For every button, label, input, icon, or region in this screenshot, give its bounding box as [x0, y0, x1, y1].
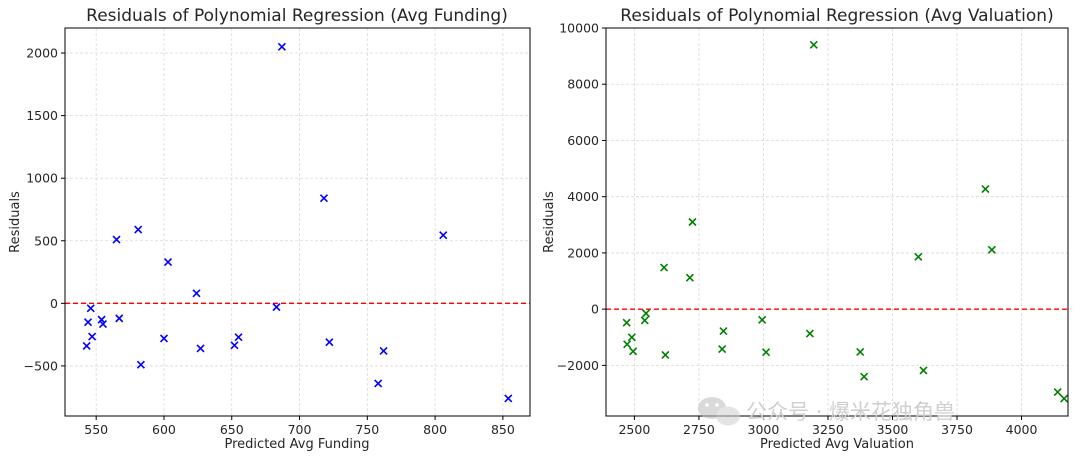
- data-point: [688, 217, 697, 227]
- y-tick-label: −2000: [557, 358, 599, 373]
- data-point: [685, 273, 694, 282]
- data-point: [504, 394, 513, 403]
- data-point: [86, 304, 95, 313]
- y-ticks: −2000 0 2000 4000 6000 8000 10000: [557, 21, 606, 373]
- axes-frame: [64, 27, 531, 417]
- data-point: [272, 303, 281, 312]
- data-point: [627, 333, 636, 342]
- x-tick-label: 3750: [941, 422, 973, 437]
- data-point: [234, 333, 243, 342]
- data-point: [325, 338, 334, 347]
- chart-avg-valuation: 2500 2750 3000 3250 3500 3750 4000 −2000 0 2000 4…: [542, 6, 1069, 452]
- x-tick-label: 2750: [683, 422, 715, 437]
- watermark: 公众号 · 爆米花独角兽: [698, 397, 955, 426]
- data-point: [163, 257, 173, 267]
- data-point: [914, 252, 923, 261]
- data-point: [115, 314, 124, 323]
- data-point: [981, 185, 990, 194]
- y-tick-label: 1500: [26, 108, 58, 123]
- x-tick-label: 650: [220, 422, 244, 437]
- y-tick-label: 0: [591, 302, 599, 317]
- x-tick-label: 550: [84, 422, 108, 437]
- data-point: [758, 315, 767, 324]
- x-tick-label: 3250: [812, 422, 844, 437]
- data-point: [661, 350, 670, 360]
- y-tick-label: −500: [24, 358, 58, 373]
- y-tick-label: 0: [50, 296, 58, 311]
- y-tick-label: 1000: [26, 171, 58, 186]
- data-point: [641, 309, 651, 318]
- data-point: [230, 341, 239, 350]
- data-point: [860, 372, 869, 381]
- data-point: [439, 231, 448, 240]
- watermark-text: 公众号 · 爆米花独角兽: [746, 400, 955, 424]
- y-tick-label: 8000: [567, 77, 599, 92]
- data-point: [112, 235, 121, 244]
- data-point: [134, 225, 143, 234]
- x-tick-label: 700: [288, 422, 312, 437]
- x-tick-label: 4000: [1006, 422, 1038, 437]
- x-tick-label: 3000: [748, 422, 780, 437]
- x-tick-label: 750: [355, 422, 379, 437]
- x-axis-label: Predicted Avg Valuation: [760, 437, 914, 452]
- plot-area: [606, 28, 1068, 416]
- y-tick-label: 2000: [567, 245, 599, 260]
- data-point: [136, 360, 145, 369]
- data-point: [374, 379, 383, 388]
- y-tick-label: 500: [34, 233, 58, 248]
- y-axis-label: Residuals: [542, 191, 557, 253]
- data-point: [856, 347, 865, 356]
- y-tick-label: 4000: [567, 189, 599, 204]
- x-tick-label: 2500: [618, 422, 650, 437]
- data-point: [159, 334, 169, 343]
- x-tick-label: 600: [152, 422, 176, 437]
- wechat-icon: [698, 397, 740, 426]
- data-point: [277, 42, 286, 51]
- data-point: [919, 366, 928, 375]
- data-point: [660, 263, 669, 272]
- y-axis-label: Residuals: [8, 191, 23, 253]
- data-point: [319, 194, 329, 203]
- y-tick-label: 6000: [567, 133, 599, 148]
- chart-title: Residuals of Polynomial Regression (Avg …: [86, 6, 508, 26]
- data-point: [379, 346, 388, 355]
- data-point: [192, 289, 201, 298]
- data-point: [1053, 388, 1062, 397]
- data-point: [83, 318, 93, 327]
- data-point: [718, 345, 727, 354]
- data-points: [82, 42, 513, 403]
- chart-avg-funding: 550 600 650 700 750 800 850 −500 0 500 1000 1500 20…: [8, 6, 531, 452]
- chart-title: Residuals of Polynomial Regression (Avg …: [620, 6, 1053, 26]
- x-axis-label: Predicted Avg Funding: [225, 437, 370, 452]
- data-point: [640, 316, 649, 325]
- x-tick-label: 850: [491, 422, 515, 437]
- data-point: [809, 40, 818, 49]
- data-point: [805, 329, 814, 338]
- axes-frame: [605, 27, 1069, 417]
- data-point: [622, 318, 631, 327]
- data-point: [196, 344, 205, 353]
- data-points: [622, 40, 1069, 403]
- data-point: [82, 341, 91, 350]
- data-point: [629, 347, 638, 356]
- y-tick-label: 10000: [559, 21, 599, 36]
- x-tick-label: 3500: [877, 422, 909, 437]
- plot-area: [65, 28, 530, 416]
- data-point: [987, 245, 996, 254]
- x-ticks: 2500 2750 3000 3250 3500 3750 4000: [618, 416, 1037, 437]
- data-point: [88, 332, 97, 341]
- data-point: [1060, 394, 1069, 403]
- data-point: [98, 319, 108, 329]
- data-point: [623, 340, 632, 349]
- x-tick-label: 800: [423, 422, 447, 437]
- data-point: [719, 327, 728, 336]
- x-ticks: 550 600 650 700 750 800 850: [84, 416, 515, 437]
- data-point: [761, 348, 771, 357]
- y-tick-label: 2000: [26, 46, 58, 61]
- y-ticks: −500 0 500 1000 1500 2000: [24, 46, 65, 373]
- grid: [65, 28, 530, 416]
